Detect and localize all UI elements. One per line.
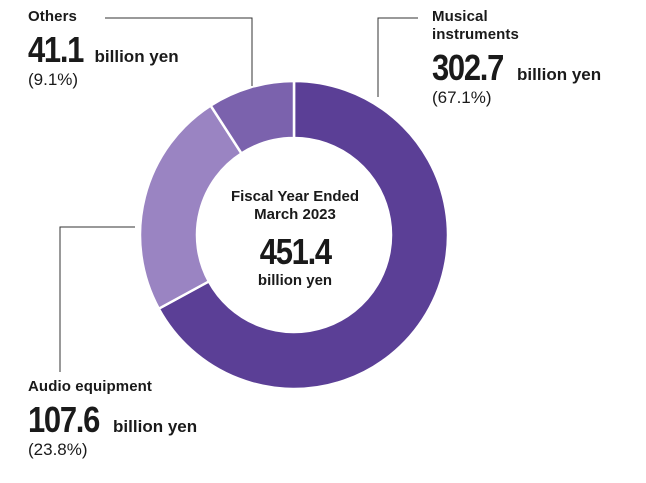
label-audio-equipment-value: 107.6 xyxy=(28,399,100,440)
donut-slices xyxy=(138,79,450,391)
label-audio-equipment-unit: billion yen xyxy=(113,417,198,436)
label-audio-equipment-category: Audio equipment xyxy=(28,378,152,395)
leader-lines xyxy=(59,17,418,372)
label-musical-instruments-percent: (67.1%) xyxy=(432,88,492,107)
center-total-unit: billion yen xyxy=(257,272,333,289)
label-musical-instruments-value: 302.7 xyxy=(432,47,504,88)
center-title-line-1: Fiscal Year Ended xyxy=(230,188,360,205)
label-musical-instruments-category-line-2: instruments xyxy=(432,26,519,43)
label-musical-instruments-unit: billion yen xyxy=(517,65,602,84)
center-total-value: 451.4 xyxy=(259,231,331,272)
center-title-line-2: March 2023 xyxy=(254,206,336,223)
slice-others xyxy=(208,79,296,156)
label-others-percent: (9.1%) xyxy=(28,70,79,89)
leader-line-others xyxy=(105,17,253,86)
slice-musical-instruments xyxy=(157,79,450,391)
slice-audio-equipment xyxy=(138,103,244,311)
label-others-category: Others xyxy=(28,8,77,25)
leader-line-musical-instruments xyxy=(377,17,418,97)
label-musical-instruments: Musical instruments 302.7 billion yen (6… xyxy=(432,8,601,108)
label-others: Others 41.1 billion yen (9.1%) xyxy=(28,8,179,90)
label-audio-equipment: Audio equipment 107.6 billion yen (23.8%… xyxy=(28,378,197,460)
label-audio-equipment-percent: (23.8%) xyxy=(28,440,88,459)
leader-line-audio-equipment xyxy=(59,226,135,372)
donut-center: Fiscal Year Ended March 2023 451.4 billi… xyxy=(205,188,385,289)
label-others-value: 41.1 xyxy=(28,29,84,70)
label-musical-instruments-category-line-1: Musical xyxy=(432,8,488,25)
label-others-unit: billion yen xyxy=(94,47,179,66)
